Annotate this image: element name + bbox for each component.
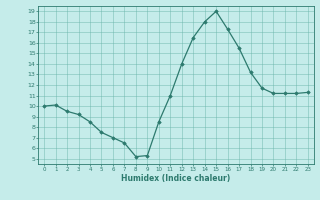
X-axis label: Humidex (Indice chaleur): Humidex (Indice chaleur) [121, 174, 231, 183]
